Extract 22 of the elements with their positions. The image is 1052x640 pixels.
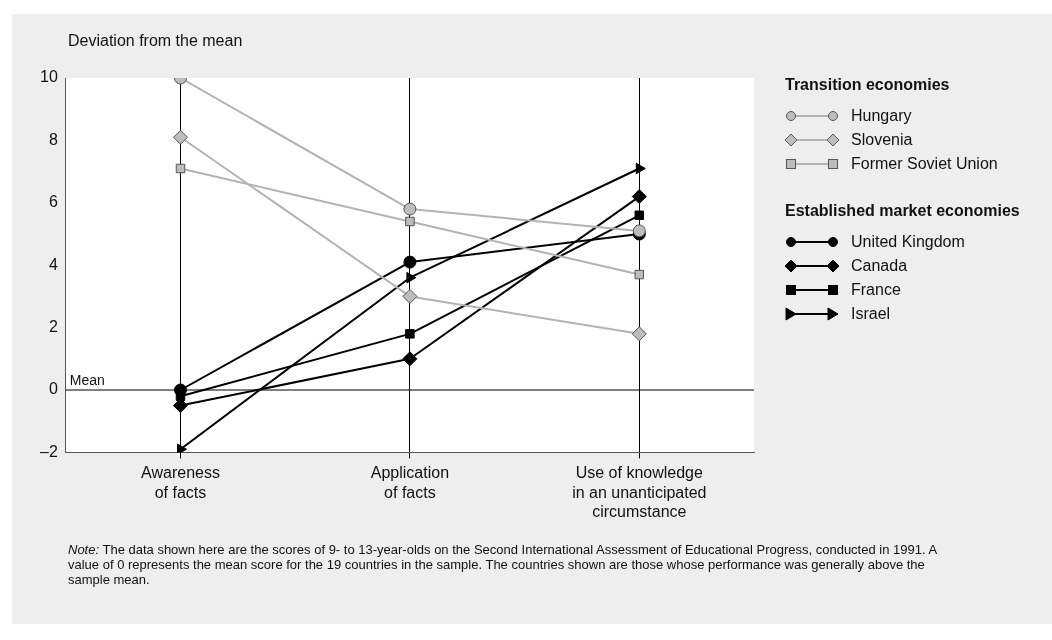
text: Note: The data shown here are the scores of 9- to 13-year-olds on the Second International Assessment of Educational Progress, conducted in 1991. A value of 0 represents the mean score for the 19 countries in the sample. The countries shown are those whose performance was generally above the sample mean. [68, 542, 938, 587]
legend-label: France [851, 281, 901, 299]
x-tick-label: Use of knowledge in an unanticipated circumstance [572, 464, 707, 520]
y-tick-label: –2 [40, 442, 58, 460]
text: Transition economies [785, 76, 951, 94]
legend-label: Canada [851, 257, 908, 275]
y-tick-label: 2 [48, 318, 58, 336]
legend-label: Slovenia [851, 131, 913, 149]
y-tick-label: 8 [48, 130, 58, 148]
legend-label: Hungary [851, 107, 912, 125]
text: Established market economies [785, 202, 1021, 220]
y-tick-label: 6 [48, 193, 58, 211]
x-tick-label: Awareness of facts [141, 464, 220, 501]
legend-label: United Kingdom [851, 233, 965, 251]
legend-label: Israel [851, 305, 891, 323]
ref-line-label: Mean [69, 371, 105, 388]
y-axis-title: Deviation from the mean [68, 32, 243, 50]
legend-label: Former Soviet Union [851, 155, 998, 173]
x-tick-label: Application of facts [370, 464, 450, 501]
y-tick-label: 0 [48, 380, 58, 398]
y-tick-label: 10 [40, 68, 58, 86]
y-tick-label: 4 [48, 255, 58, 273]
